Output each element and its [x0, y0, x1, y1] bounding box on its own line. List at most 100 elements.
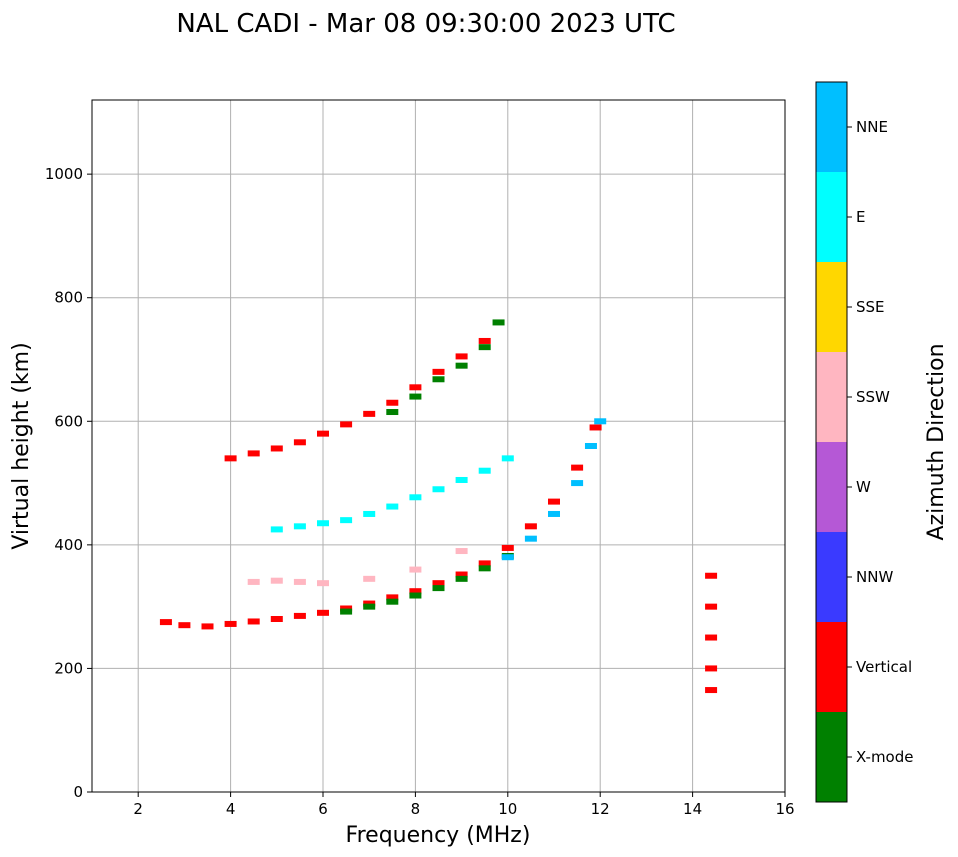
data-point: [386, 399, 399, 406]
colorbar-tick-label: SSE: [856, 298, 885, 316]
data-point: [455, 362, 468, 369]
x-tick-label: 10: [498, 800, 517, 818]
y-tick-label: 800: [54, 289, 83, 307]
data-point: [224, 620, 237, 627]
y-axis-label: Virtual height (km): [9, 342, 34, 549]
colorbar-tick-label: SSW: [856, 388, 890, 406]
x-tick-label: 12: [591, 800, 610, 818]
colorbar-tick-label: NNW: [856, 568, 893, 586]
data-point: [455, 575, 468, 582]
data-point: [317, 430, 329, 437]
colorbar-segment: [816, 532, 847, 622]
data-point: [247, 578, 260, 585]
data-point: [571, 480, 584, 487]
data-point: [584, 443, 597, 449]
data-point: [386, 594, 399, 601]
data-point: [501, 554, 514, 561]
data-point: [293, 439, 306, 446]
data-point: [705, 665, 718, 672]
colorbar-tick-label: W: [856, 478, 871, 496]
data-point: [478, 560, 491, 567]
colorbar-segment: [816, 352, 847, 442]
data-point: [270, 445, 283, 452]
data-point: [501, 544, 514, 551]
y-tick-label: 200: [54, 659, 83, 677]
data-point: [340, 517, 353, 524]
series-nne: [501, 418, 607, 561]
data-point: [317, 520, 329, 527]
data-point: [270, 616, 283, 622]
y-tick-label: 0: [73, 783, 83, 801]
data-point: [270, 577, 283, 584]
data-point: [293, 612, 306, 619]
x-tick-label: 4: [226, 800, 236, 818]
data-point: [409, 393, 422, 400]
colorbar-tick-label: NNE: [856, 118, 888, 136]
data-point: [705, 603, 718, 610]
x-tick-label: 16: [775, 800, 794, 818]
colorbar-label: Azimuth Direction: [924, 343, 949, 540]
data-point: [340, 421, 353, 428]
colorbar-tick-label: Vertical: [856, 658, 912, 676]
x-tick-label: 8: [411, 800, 421, 818]
plot-area: 2 4 6 8 10 12 14 16 0 200 400 600 800 1000: [45, 99, 795, 818]
data-point: [524, 535, 537, 542]
data-point: [340, 605, 353, 612]
data-point: [432, 585, 445, 592]
data-point: [409, 494, 422, 501]
data-point: [594, 418, 607, 425]
data-point: [432, 368, 445, 375]
colorbar-tick-label: E: [856, 208, 865, 226]
data-point: [705, 634, 718, 641]
data-point: [363, 575, 376, 582]
colorbar-segment: [816, 622, 847, 712]
data-point: [432, 486, 445, 493]
y-axis-ticks: 0 200 400 600 800 1000: [45, 165, 92, 801]
data-point: [492, 319, 505, 326]
series-x-mode: [386, 319, 505, 416]
plot-border: [91, 99, 786, 793]
data-point: [386, 598, 399, 605]
colorbar-segment: [816, 172, 847, 262]
data-point: [455, 476, 468, 483]
plot-frame: [92, 100, 785, 792]
data-point: [409, 588, 422, 595]
colorbar: X-mode Vertical NNW W SSW SSE E NNE: [815, 81, 913, 803]
data-point: [524, 523, 537, 530]
y-tick-label: 600: [54, 412, 83, 430]
x-axis-ticks: 2 4 6 8 10 12 14 16: [133, 792, 795, 818]
data-point: [409, 384, 422, 391]
series-ssw: [247, 548, 468, 587]
data-point: [548, 510, 560, 517]
data-point: [340, 608, 353, 615]
data-point: [159, 619, 172, 626]
series-vertical: [705, 572, 718, 694]
data-point: [293, 523, 306, 530]
data-point: [386, 409, 399, 416]
x-tick-label: 14: [683, 800, 702, 818]
data-point: [317, 580, 329, 587]
data-point: [363, 510, 376, 517]
data-point: [571, 464, 584, 471]
data-point: [224, 455, 237, 462]
data-point: [501, 455, 514, 462]
x-axis-label: Frequency (MHz): [346, 823, 531, 848]
series-vertical: [159, 424, 602, 630]
x-tick-label: 2: [133, 800, 143, 818]
colorbar-segment: [816, 712, 847, 802]
data-point: [548, 498, 560, 505]
data-point: [478, 337, 491, 344]
data-point: [705, 572, 718, 579]
series-e: [270, 455, 514, 533]
data-point: [409, 566, 422, 573]
y-tick-label: 400: [54, 536, 83, 554]
series-vertical: [224, 337, 491, 462]
data-point: [363, 600, 376, 607]
data-point: [409, 592, 422, 599]
data-point: [432, 580, 445, 587]
data-points: [159, 319, 718, 694]
data-point: [589, 424, 602, 431]
data-point: [705, 687, 718, 694]
data-point: [247, 450, 260, 457]
